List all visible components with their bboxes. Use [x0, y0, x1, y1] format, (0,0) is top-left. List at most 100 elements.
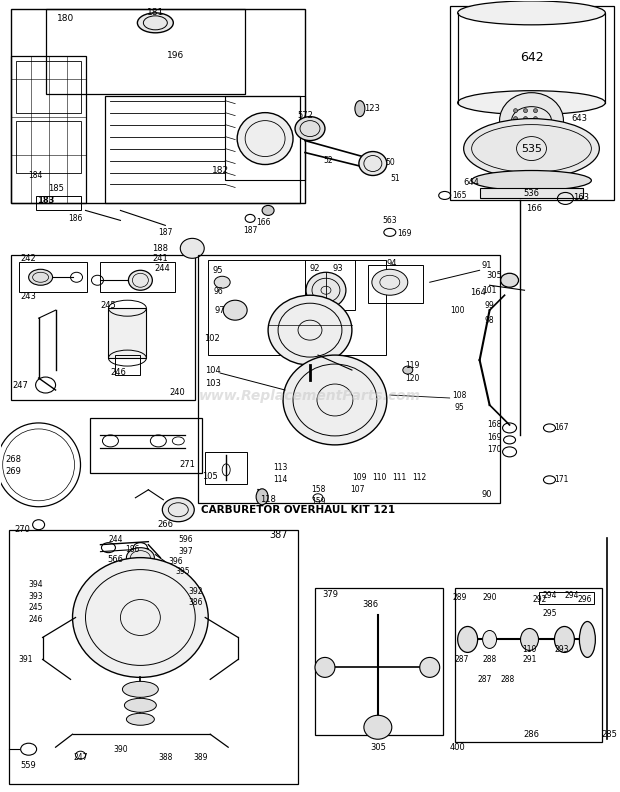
Text: 185: 185: [48, 184, 63, 193]
Text: 183: 183: [37, 196, 55, 205]
Text: 168: 168: [487, 421, 502, 429]
Text: 644: 644: [464, 178, 480, 187]
Text: 386: 386: [188, 598, 203, 607]
Text: 102: 102: [205, 333, 220, 343]
Text: 99: 99: [485, 301, 495, 310]
Text: 291: 291: [522, 655, 537, 664]
Text: 292: 292: [533, 595, 547, 604]
Text: 288: 288: [500, 675, 515, 683]
Ellipse shape: [223, 300, 247, 320]
Text: 95: 95: [455, 403, 464, 413]
Text: 305: 305: [487, 271, 503, 280]
Bar: [16, 120, 81, 173]
Text: 51: 51: [390, 174, 400, 183]
Text: 92: 92: [310, 264, 321, 272]
Text: 105: 105: [202, 472, 218, 482]
Text: 559: 559: [20, 760, 37, 770]
Text: 113: 113: [273, 463, 287, 472]
Text: 294: 294: [564, 591, 578, 600]
Ellipse shape: [533, 132, 538, 136]
Ellipse shape: [554, 626, 574, 653]
Ellipse shape: [513, 116, 518, 120]
Text: 170: 170: [487, 445, 502, 455]
Text: 167: 167: [554, 424, 569, 432]
Ellipse shape: [29, 269, 53, 285]
Ellipse shape: [523, 109, 528, 112]
Ellipse shape: [458, 91, 605, 115]
Text: 182: 182: [211, 166, 229, 175]
Ellipse shape: [122, 681, 158, 697]
Ellipse shape: [355, 101, 365, 116]
Text: 388: 388: [158, 752, 172, 762]
Bar: [16, 61, 81, 112]
Bar: [198, 255, 500, 503]
Text: 181: 181: [147, 9, 164, 17]
Text: 305: 305: [370, 743, 386, 752]
Bar: [305, 261, 355, 310]
Ellipse shape: [125, 699, 156, 712]
Text: 244: 244: [154, 264, 170, 272]
Ellipse shape: [73, 558, 208, 677]
Bar: [100, 262, 175, 292]
Text: CARBURETOR OVERHAUL KIT 121: CARBURETOR OVERHAUL KIT 121: [201, 505, 395, 515]
Text: 98: 98: [485, 316, 494, 325]
Ellipse shape: [268, 295, 352, 365]
Text: 166: 166: [256, 218, 270, 227]
Text: 596: 596: [178, 535, 193, 544]
Bar: [46, 9, 245, 93]
Text: 270: 270: [15, 525, 30, 534]
Text: 107: 107: [351, 485, 365, 494]
Ellipse shape: [533, 109, 538, 112]
Bar: [115, 355, 140, 375]
Ellipse shape: [464, 119, 600, 178]
Bar: [35, 196, 81, 211]
Text: 110: 110: [373, 474, 387, 482]
Text: 109: 109: [353, 474, 367, 482]
Text: 169: 169: [487, 433, 502, 443]
Text: 166: 166: [526, 204, 542, 213]
Text: 400: 400: [450, 743, 466, 752]
Bar: [368, 265, 423, 303]
Ellipse shape: [315, 657, 335, 677]
Text: 159: 159: [311, 497, 326, 506]
Text: 290: 290: [482, 593, 497, 602]
Text: 240: 240: [169, 387, 185, 397]
Text: 572: 572: [297, 111, 313, 120]
Text: 120: 120: [405, 374, 420, 383]
Ellipse shape: [523, 124, 528, 128]
Text: 186: 186: [125, 545, 140, 554]
Text: 123: 123: [364, 104, 380, 113]
Bar: [11, 55, 86, 204]
Text: 241: 241: [153, 253, 168, 263]
Ellipse shape: [364, 715, 392, 739]
Text: 119: 119: [405, 360, 420, 370]
Text: 50: 50: [385, 158, 395, 167]
Bar: [91, 418, 202, 473]
Text: 294: 294: [542, 591, 557, 600]
Ellipse shape: [500, 93, 564, 149]
Text: 296: 296: [577, 595, 591, 604]
Ellipse shape: [580, 622, 595, 657]
Ellipse shape: [458, 1, 605, 25]
Ellipse shape: [372, 269, 408, 295]
Text: 389: 389: [193, 752, 208, 762]
Text: 96: 96: [213, 287, 223, 295]
Text: 103: 103: [205, 379, 221, 387]
Text: 188: 188: [153, 244, 169, 253]
Bar: [458, 13, 605, 103]
Ellipse shape: [283, 355, 387, 445]
Ellipse shape: [420, 657, 440, 677]
Text: 266: 266: [157, 520, 174, 529]
Text: 392: 392: [188, 587, 203, 596]
Ellipse shape: [162, 497, 194, 522]
Ellipse shape: [513, 132, 518, 136]
Bar: [11, 255, 195, 400]
Bar: [208, 261, 386, 355]
Text: 288: 288: [482, 655, 497, 664]
Text: 187: 187: [243, 226, 257, 235]
Bar: [480, 188, 583, 199]
Text: 101: 101: [482, 286, 497, 295]
Ellipse shape: [138, 13, 174, 32]
Text: 90: 90: [481, 490, 492, 499]
Ellipse shape: [513, 124, 518, 128]
